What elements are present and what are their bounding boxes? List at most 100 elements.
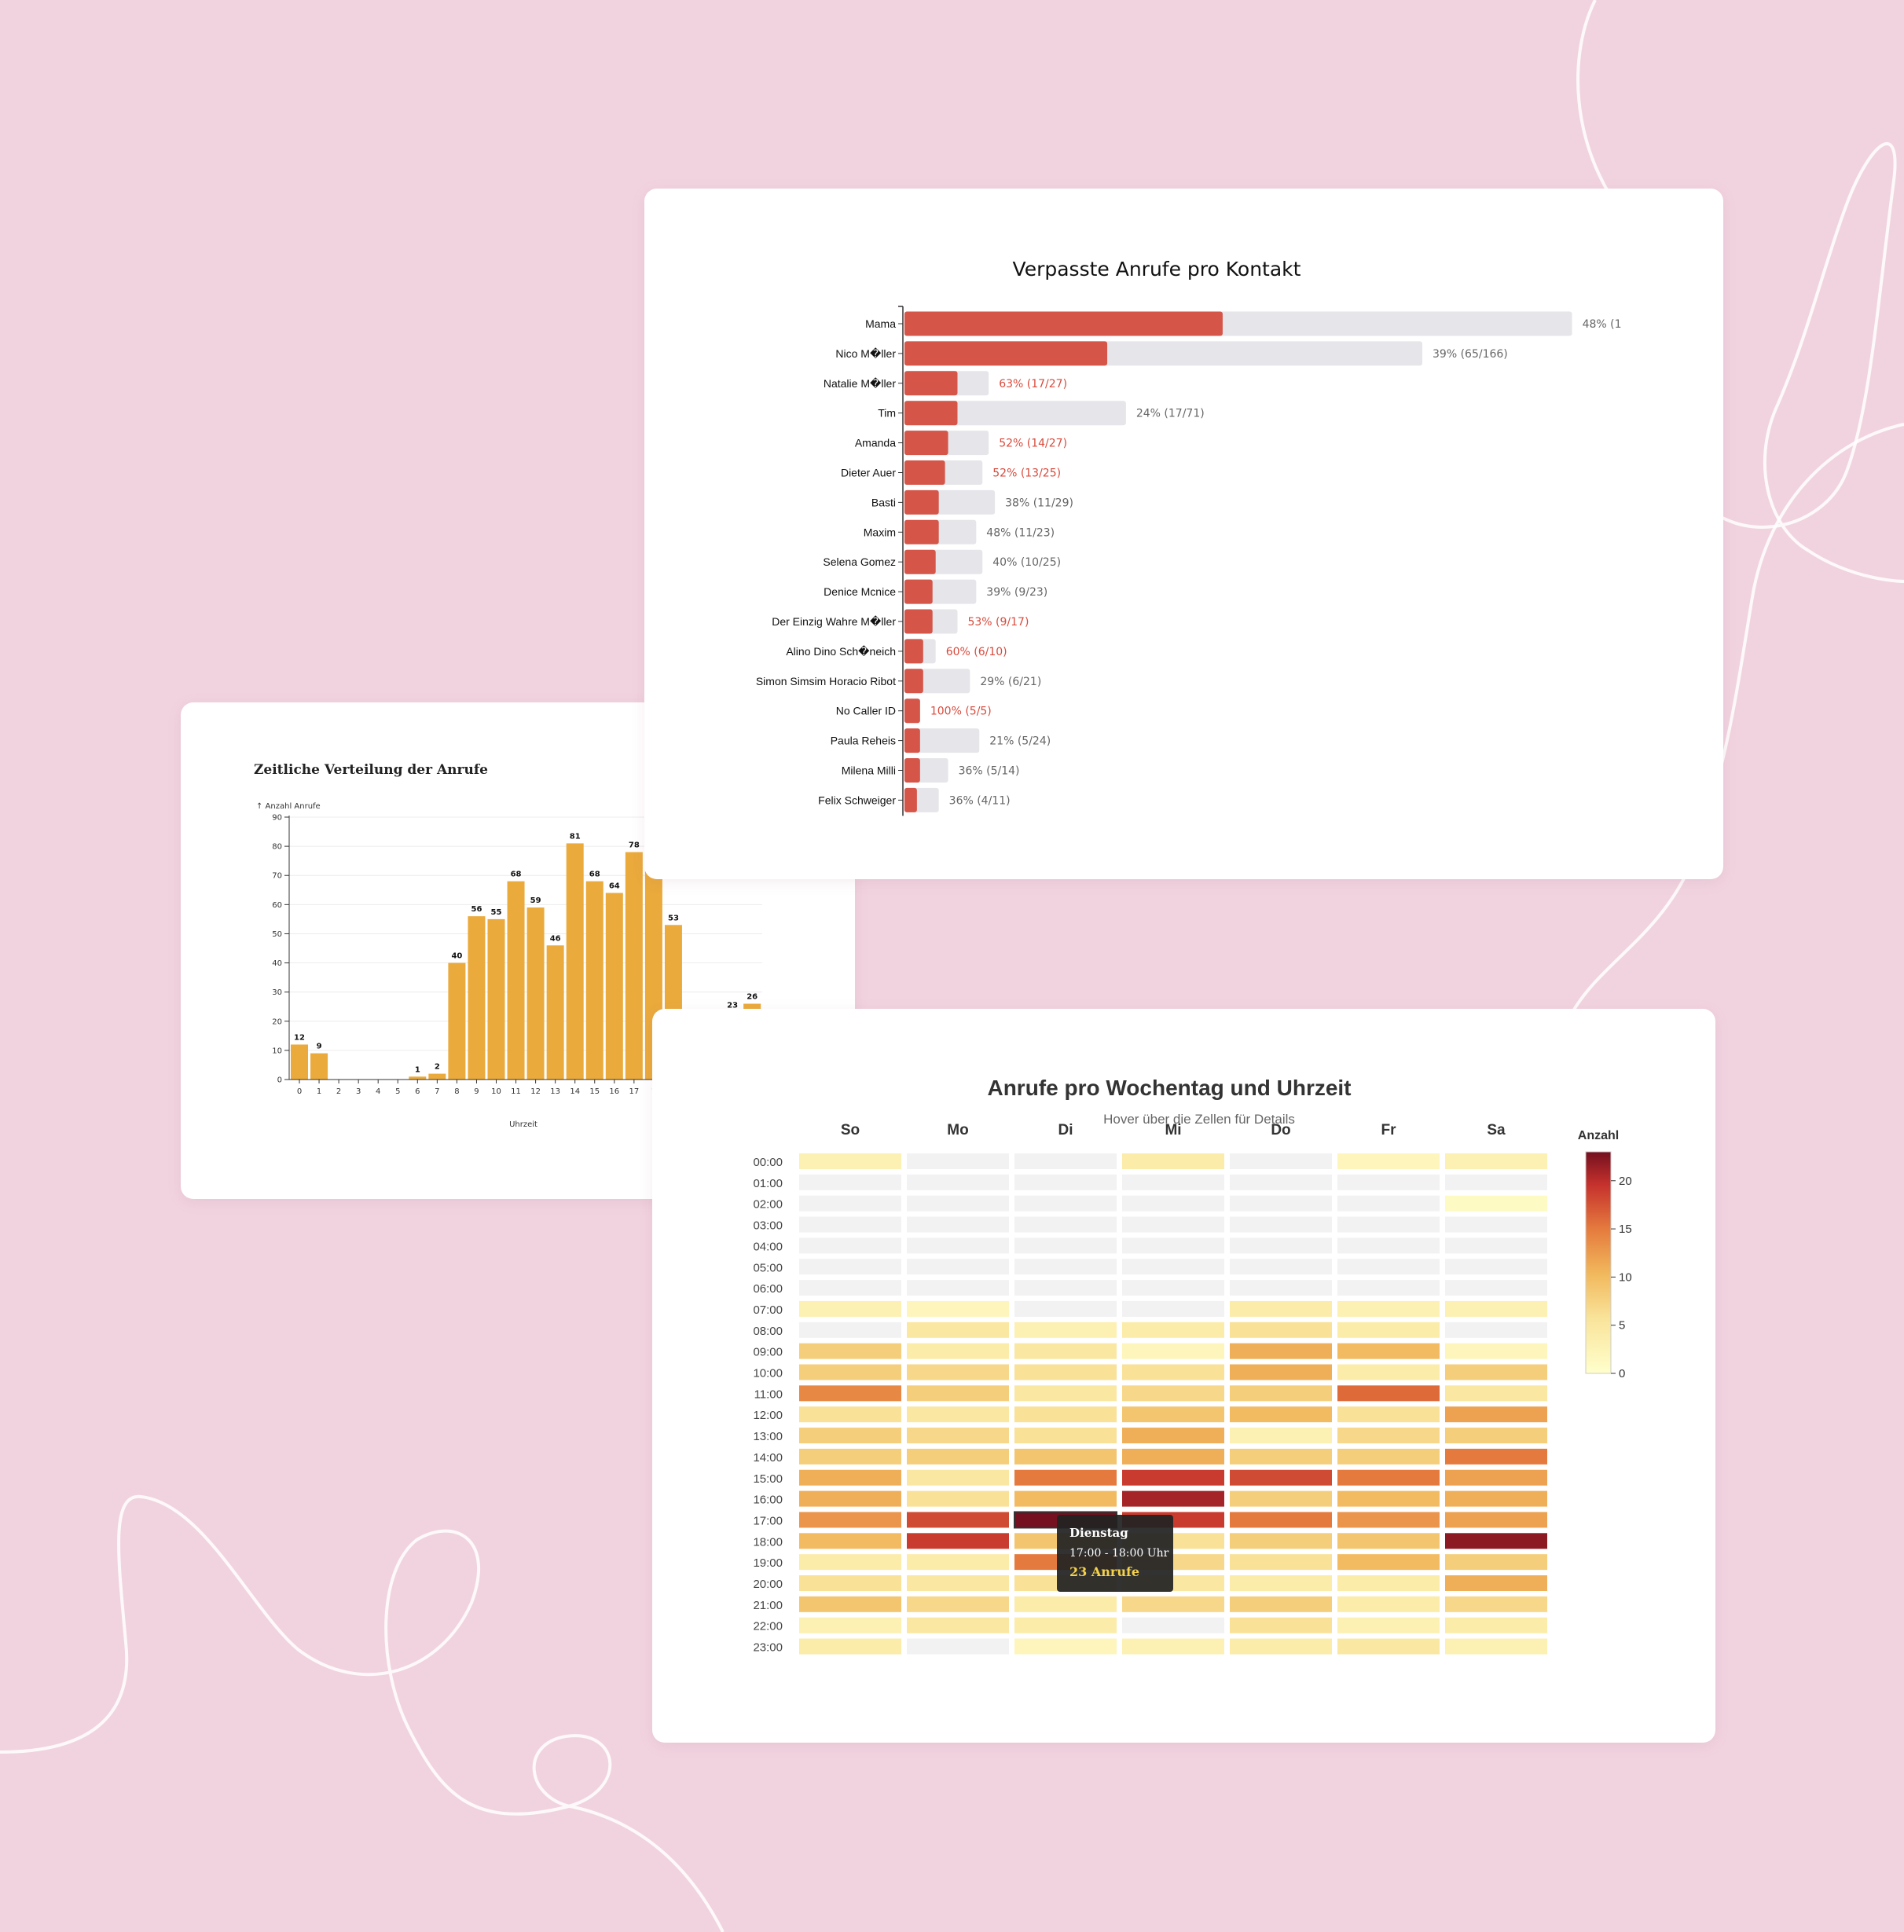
x-tick-label: 10: [491, 1087, 501, 1096]
missed-percentage-label: 100% (5/5): [930, 706, 992, 718]
heatmap-cell: [907, 1300, 1009, 1317]
heatmap-cell: [1014, 1237, 1117, 1254]
heatmap-cell: [1014, 1343, 1117, 1359]
heatmap-cell: [1122, 1617, 1224, 1633]
heatmap-cell: [1122, 1237, 1224, 1254]
missed-percentage-label: 24% (17/71): [1136, 408, 1205, 420]
weekday-header: So: [841, 1122, 860, 1138]
weekday-header: Di: [1058, 1122, 1073, 1138]
heatmap-cell: [1445, 1406, 1547, 1423]
heatmap-cell: [907, 1343, 1009, 1359]
heatmap-cell: [1337, 1259, 1440, 1275]
bar-hour-8: [448, 962, 466, 1080]
heatmap-cell: [1337, 1153, 1440, 1169]
missed-percentage-label: 53% (9/17): [967, 616, 1029, 629]
bar-hour-10: [487, 918, 505, 1080]
legend-tick-label: 0: [1619, 1367, 1625, 1380]
heatmap-cell: [1337, 1343, 1440, 1359]
y-tick-label: 10: [272, 1047, 282, 1055]
hour-label: 08:00: [753, 1325, 783, 1338]
hour-label: 16:00: [753, 1494, 783, 1507]
heatmap-cell: [1014, 1406, 1117, 1423]
heatmap-cell: [799, 1237, 901, 1254]
heatmap-cell: [1445, 1195, 1547, 1212]
y-tick-label: 30: [272, 988, 282, 997]
heatmap-cell: [1445, 1343, 1547, 1359]
heatmap-cell: [1014, 1617, 1117, 1633]
heatmap-cell: [799, 1469, 901, 1486]
heatmap-cell: [1445, 1259, 1547, 1275]
heatmap-cell: [1445, 1596, 1547, 1612]
x-tick-label: 15: [589, 1087, 600, 1096]
weekday-header: Fr: [1381, 1122, 1397, 1138]
contact-name-label: Dieter Auer: [841, 467, 896, 479]
heatmap-cell: [1337, 1428, 1440, 1444]
heatmap-cell: [799, 1533, 901, 1549]
y-tick-label: 70: [272, 872, 282, 881]
legend-tick-label: 10: [1619, 1270, 1632, 1284]
x-tick-label: 11: [511, 1087, 521, 1096]
hour-label: 12:00: [753, 1409, 783, 1422]
heatmap-cell: [1337, 1638, 1440, 1655]
heatmap-cell: [1122, 1596, 1224, 1612]
heatmap-cell: [799, 1596, 901, 1612]
bar-hour-13: [546, 945, 564, 1080]
legend-gradient: [1585, 1151, 1612, 1374]
heatmap-cell: [1014, 1153, 1117, 1169]
contact-name-label: Basti: [871, 496, 896, 508]
heatmap-cell: [1230, 1617, 1332, 1633]
hour-label: 09:00: [753, 1346, 783, 1359]
heatmap-cell: [1014, 1469, 1117, 1486]
heatmap-cell: [1445, 1428, 1547, 1444]
heatmap-cell: [1122, 1364, 1224, 1380]
heatmap-cell: [1337, 1300, 1440, 1317]
bar-value-label: 55: [491, 908, 502, 917]
heatmap-cell: [907, 1533, 1009, 1549]
x-tick-label: 9: [474, 1087, 479, 1096]
x-tick-label: 3: [356, 1087, 361, 1096]
x-tick-label: 7: [435, 1087, 439, 1096]
heatmap-cell: [907, 1385, 1009, 1402]
heatmap-cell: [799, 1385, 901, 1402]
heatmap-cell: [1445, 1364, 1547, 1380]
heatmap-cell: [1230, 1153, 1332, 1169]
missed-percentage-label: 52% (13/25): [992, 467, 1061, 480]
heatmap-card: Anrufe pro Wochentag und Uhrzeit Hover ü…: [652, 1009, 1715, 1743]
weekday-header: Do: [1271, 1122, 1290, 1138]
heatmap-cell: [1337, 1596, 1440, 1612]
bar-value-label: 78: [629, 841, 640, 850]
bar-hour-17: [625, 852, 643, 1080]
heatmap-cell: [907, 1406, 1009, 1423]
heatmap-cell: [1014, 1195, 1117, 1212]
y-tick-label: 20: [272, 1017, 282, 1026]
heatmap-cell: [1122, 1406, 1224, 1423]
missed-percentage-label: 39% (9/23): [986, 586, 1047, 599]
heatmap-cell: [1230, 1428, 1332, 1444]
bar-hour-12: [526, 907, 545, 1080]
tooltip-background: [1057, 1515, 1173, 1592]
heatmap-cell: [907, 1322, 1009, 1338]
heatmap-cell: [1122, 1448, 1224, 1465]
heatmap-cell: [1337, 1448, 1440, 1465]
legend-tick-label: 20: [1619, 1175, 1632, 1188]
missed-calls-card: Verpasste Anrufe pro Kontakt Mama 48% (1 N…: [644, 189, 1723, 879]
bar-value-label: 68: [511, 871, 522, 879]
contact-name-label: Paula Reheis: [831, 735, 896, 747]
contact-name-label: Nico M�ller: [835, 347, 896, 360]
contact-name-label: Amanda: [855, 437, 896, 449]
missed-percentage-label: 38% (11/29): [1005, 497, 1073, 509]
heatmap-cell: [1445, 1280, 1547, 1296]
decorative-swirl-bottom-left: [0, 1494, 725, 1932]
total-bar: [904, 401, 1126, 426]
heatmap-cell: [799, 1280, 901, 1296]
heatmap-cell: [799, 1322, 901, 1338]
heatmap-cell: [1014, 1259, 1117, 1275]
heatmap-cell: [799, 1195, 901, 1212]
x-tick-label: 2: [336, 1087, 341, 1096]
time-distribution-chart: Zeitliche Verteilung der Anrufe ↑ Anzahl…: [254, 762, 762, 1129]
heatmap-cell: [1122, 1469, 1224, 1486]
heatmap-cell: [1337, 1490, 1440, 1507]
bar-value-label: 23: [727, 1002, 738, 1010]
heatmap-cell: [1230, 1300, 1332, 1317]
heatmap-cell: [1337, 1237, 1440, 1254]
